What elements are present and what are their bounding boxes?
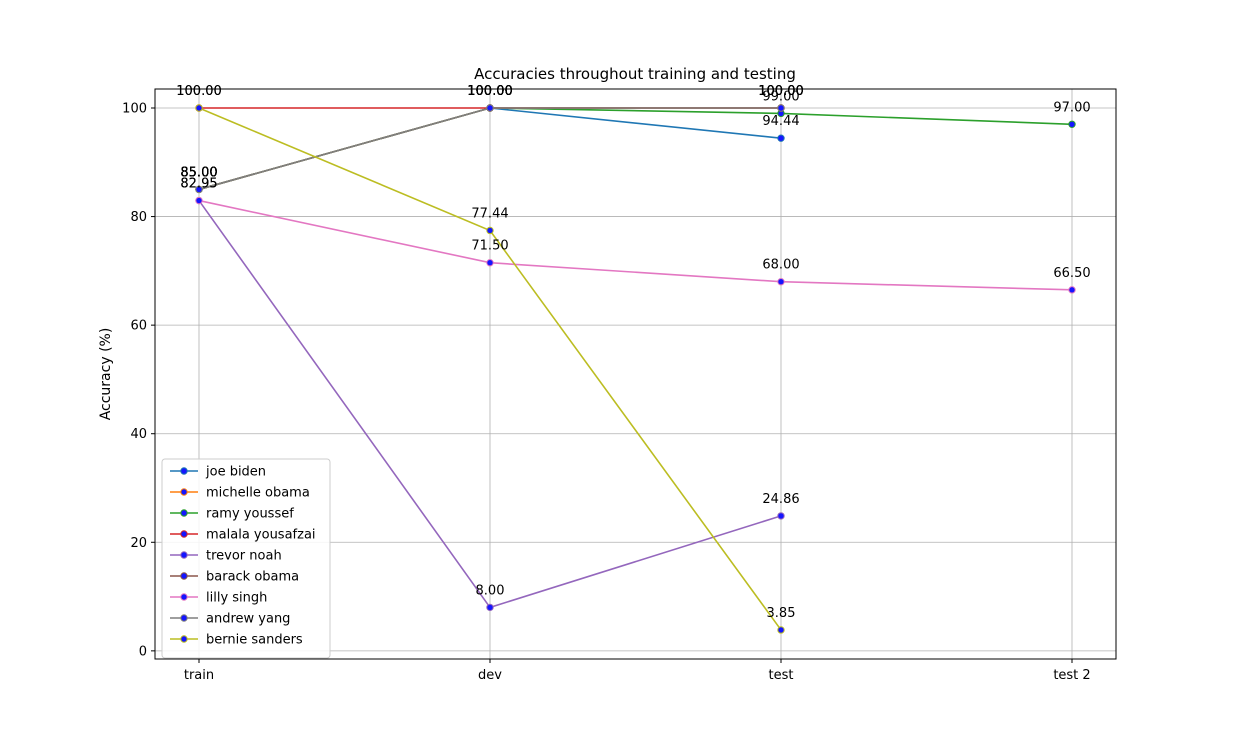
data-label: 85.00 (180, 165, 217, 180)
data-label: 66.50 (1053, 266, 1090, 281)
y-axis-title: Accuracy (%) (98, 328, 114, 421)
data-point (486, 259, 494, 267)
legend-entry-label: barack obama (206, 570, 299, 585)
legend-entry-label: michelle obama (206, 486, 310, 501)
data-label: 100.00 (758, 84, 804, 99)
data-label: 82.95 (180, 177, 217, 192)
data-label: 100.00 (467, 84, 513, 99)
data-point (195, 104, 203, 112)
legend-entry-label: malala yousafzai (206, 528, 316, 543)
legend-entry-label: lilly singh (206, 591, 267, 606)
data-label: 82.95 (180, 177, 217, 192)
data-label: 100.00 (758, 84, 804, 99)
legend-entry-label: joe biden (205, 465, 266, 480)
y-tick-label: 0 (139, 644, 147, 659)
data-label: 85.00 (180, 165, 217, 180)
y-tick-label: 80 (130, 210, 147, 225)
data-label: 100.00 (467, 84, 513, 99)
data-label: 100.00 (467, 84, 513, 99)
data-label: 97.00 (1053, 100, 1090, 115)
data-label: 68.00 (762, 258, 799, 273)
data-label: 100.00 (176, 84, 222, 99)
legend-swatch-marker (180, 593, 188, 601)
data-label: 100.00 (467, 84, 513, 99)
plot-frame (154, 88, 1117, 660)
data-point (777, 512, 785, 520)
x-tick-label: train (184, 668, 214, 683)
y-tick-label: 40 (130, 427, 147, 442)
legend: joe biden michelle obama ramy youssef malal… (161, 458, 331, 659)
series-layer (195, 104, 1076, 634)
legend-entry-label: ramy youssef (206, 507, 294, 522)
data-label: 24.86 (762, 492, 799, 507)
data-label: 100.00 (467, 84, 513, 99)
x-tick-label: test 2 (1053, 668, 1090, 683)
data-label: 100.00 (467, 84, 513, 99)
data-label: 77.44 (471, 206, 508, 221)
x-tick-label: dev (478, 668, 502, 683)
series-line-ramy-youssef (198, 107, 1073, 191)
legend-swatch-marker (180, 467, 188, 475)
data-point (486, 104, 494, 112)
data-label: 71.50 (471, 239, 508, 254)
legend-swatch-marker (180, 530, 188, 538)
y-tick-label: 20 (130, 536, 147, 551)
data-label: 85.00 (180, 165, 217, 180)
data-label: 85.00 (180, 165, 217, 180)
data-label: 100.00 (758, 84, 804, 99)
data-point (486, 226, 494, 235)
legend-swatch-marker (180, 635, 188, 643)
legend-swatch-marker (180, 572, 188, 580)
data-point (777, 626, 785, 634)
data-point (777, 104, 785, 112)
legend-entry-label: trevor noah (206, 549, 282, 564)
x-tick-label: test (769, 668, 794, 683)
data-label: 99.00 (762, 89, 799, 104)
y-tick-label: 60 (130, 319, 147, 334)
legend-swatch-marker (180, 509, 188, 517)
data-label: 8.00 (476, 583, 505, 598)
data-label: 3.85 (767, 606, 796, 621)
chart-title: Accuracies throughout training and testi… (474, 65, 796, 83)
data-point (777, 134, 785, 142)
data-label: 100.00 (758, 84, 804, 99)
data-label: 94.44 (762, 114, 799, 129)
legend-entry-label: bernie sanders (206, 633, 303, 648)
data-point (1068, 286, 1076, 294)
legend-swatch-marker (180, 551, 188, 559)
data-point (195, 196, 203, 205)
data-label: 100.00 (176, 84, 222, 99)
data-point (486, 603, 494, 612)
y-tick-label: 100 (122, 102, 147, 117)
data-label: 85.00 (180, 165, 217, 180)
legend-entry-label: andrew yang (206, 612, 290, 627)
legend-swatch-marker (180, 614, 188, 622)
legend-swatch-marker (180, 488, 188, 496)
data-point (777, 278, 785, 286)
data-point (1068, 120, 1076, 128)
ticks-layer: train dev test test 2 0 20 40 60 80 100 (122, 102, 1091, 684)
series-line-lilly-singh (198, 199, 1073, 291)
data-point (195, 185, 203, 194)
legend-frame (161, 458, 331, 659)
